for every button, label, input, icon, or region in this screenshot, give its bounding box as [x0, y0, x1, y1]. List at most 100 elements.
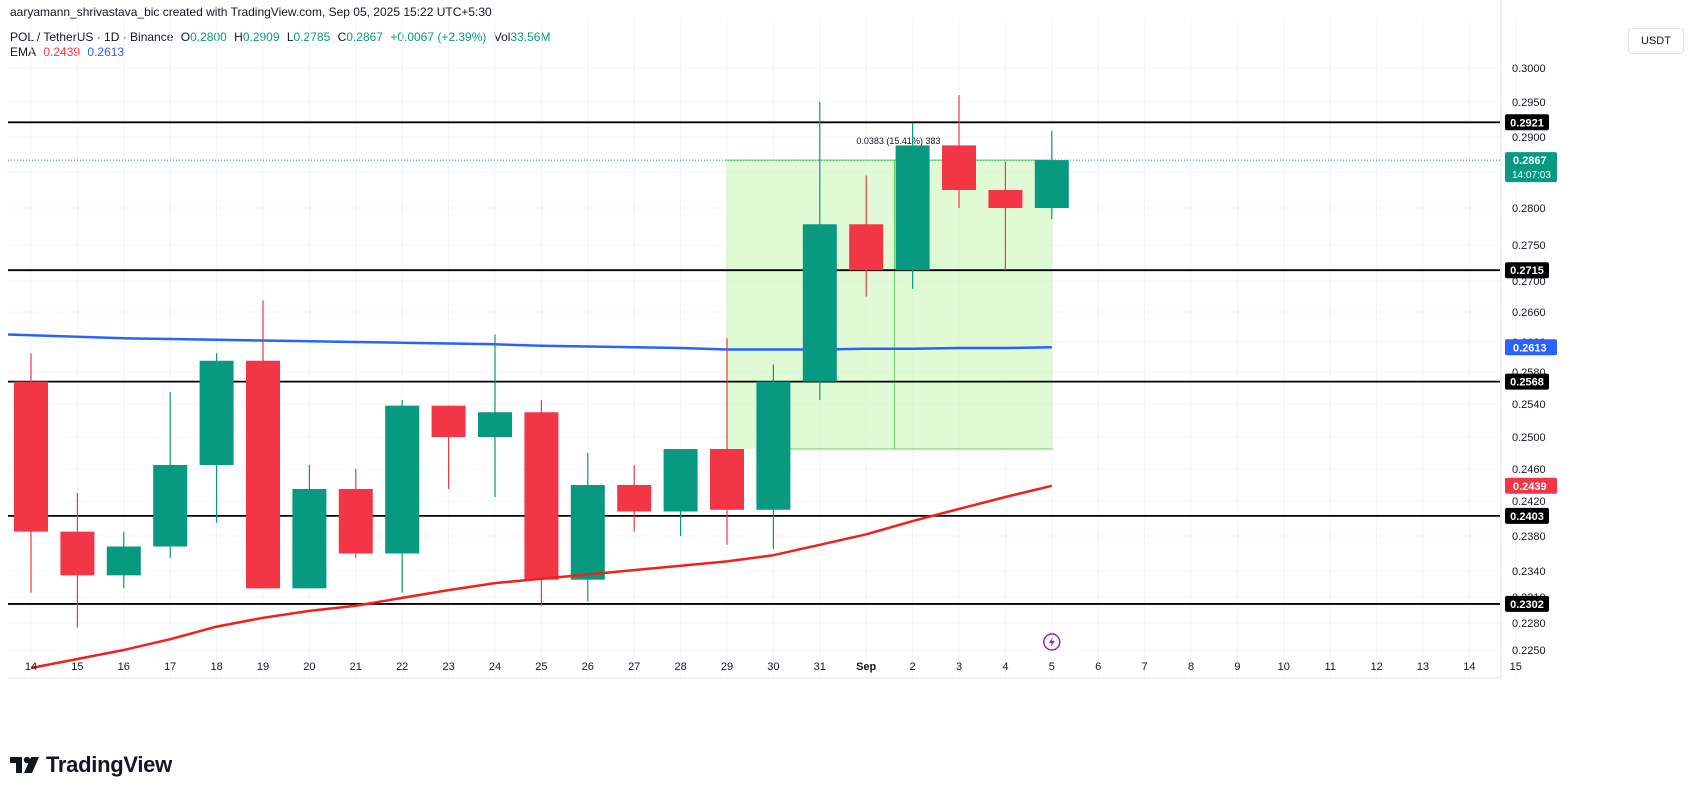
- x-tick-label: 13: [1417, 661, 1429, 673]
- candle-body[interactable]: [895, 145, 930, 271]
- candle-body[interactable]: [756, 381, 791, 510]
- level-tag-label: 0.2568: [1510, 377, 1544, 389]
- countdown-label: 14:07:03: [1512, 170, 1551, 181]
- open-label: O: [180, 30, 191, 44]
- level-tag-label: 0.2403: [1510, 511, 1544, 523]
- x-tick-label: 2: [910, 661, 916, 673]
- x-tick-label: 14: [25, 661, 37, 673]
- x-tick-label: 18: [210, 661, 222, 673]
- x-tick-label: 30: [767, 661, 779, 673]
- ema-slow-value: 0.2439: [43, 45, 81, 59]
- x-tick-label: 12: [1370, 661, 1382, 673]
- x-tick-label: 4: [1002, 661, 1008, 673]
- x-tick-label: 29: [721, 661, 733, 673]
- high-value: 0.2909: [242, 30, 280, 44]
- y-tick-label: 0.2340: [1512, 566, 1546, 578]
- x-tick-label: 17: [164, 661, 176, 673]
- candle-body[interactable]: [431, 405, 466, 437]
- candle-body[interactable]: [617, 485, 652, 512]
- candle-body[interactable]: [106, 546, 141, 576]
- x-tick-label: 27: [628, 661, 640, 673]
- x-tick-label: 10: [1278, 661, 1290, 673]
- price-tag: [1505, 152, 1557, 183]
- currency-button[interactable]: USDT: [1628, 28, 1684, 54]
- price-tag-label: 0.2439: [1513, 481, 1547, 493]
- ema-legend[interactable]: EMA 0.2439 0.2613: [10, 45, 124, 59]
- candle-body[interactable]: [988, 190, 1023, 208]
- y-tick-label: 0.2280: [1512, 618, 1546, 630]
- x-tick-label: 20: [303, 661, 315, 673]
- candle-body[interactable]: [478, 412, 512, 437]
- y-tick-label: 0.2900: [1512, 132, 1546, 144]
- candle-body[interactable]: [942, 145, 976, 190]
- x-tick-label: 15: [1510, 661, 1522, 673]
- ema-slow-line[interactable]: [30, 484, 1053, 670]
- x-tick-label: 14: [1463, 661, 1475, 673]
- candle-body[interactable]: [292, 489, 327, 589]
- chart-credit: aaryamann_shrivastava_bic created with T…: [10, 5, 492, 19]
- x-tick-label: 24: [489, 661, 501, 673]
- tradingview-logo-icon: [10, 756, 39, 773]
- candle-body[interactable]: [1034, 160, 1069, 208]
- candle-body[interactable]: [570, 485, 605, 580]
- candle-body[interactable]: [60, 531, 95, 576]
- y-tick-label: 0.2800: [1512, 203, 1546, 215]
- x-tick-label: 6: [1095, 661, 1101, 673]
- lightning-glyph: [1048, 637, 1055, 647]
- level-tag: [1505, 114, 1549, 131]
- x-tick-label: 15: [71, 661, 83, 673]
- candle-body[interactable]: [153, 465, 188, 547]
- level-tag-label: 0.2921: [1510, 117, 1544, 129]
- x-tick-label: 16: [118, 661, 130, 673]
- open-value: 0.2800: [190, 30, 227, 44]
- x-tick-label: 22: [396, 661, 408, 673]
- candle-body[interactable]: [802, 224, 837, 382]
- ema-fast-line[interactable]: [7, 333, 1052, 351]
- close-label: C: [337, 30, 347, 44]
- change-value: +0.0067 (+2.39%): [390, 30, 487, 44]
- y-tick-label: 0.3000: [1512, 63, 1546, 75]
- y-tick-label: 0.2540: [1512, 399, 1546, 411]
- y-tick-label: 0.2700: [1512, 276, 1546, 288]
- price-tag: [1505, 339, 1557, 356]
- high-label: H: [234, 30, 243, 44]
- vol-value: 33.56M: [510, 30, 551, 44]
- x-tick-label: 9: [1234, 661, 1240, 673]
- x-tick-label: 25: [535, 661, 547, 673]
- level-tag: [1505, 262, 1549, 279]
- x-tick-label: 8: [1188, 661, 1194, 673]
- price-tag: [1505, 477, 1557, 494]
- x-tick-label: 31: [814, 661, 826, 673]
- x-tick-label: 26: [582, 661, 594, 673]
- x-tick-label: 7: [1142, 661, 1148, 673]
- y-tick-label: 0.2380: [1512, 531, 1546, 543]
- price-tag-label: 0.2613: [1513, 342, 1547, 354]
- candle-body[interactable]: [385, 405, 420, 554]
- y-tick-label: 0.2950: [1512, 97, 1546, 109]
- y-tick-label: 0.2750: [1512, 240, 1546, 252]
- low-label: L: [286, 30, 294, 44]
- tradingview-logo[interactable]: TradingView: [10, 752, 172, 778]
- candle-body[interactable]: [710, 449, 744, 510]
- y-tick-label: 0.2460: [1512, 464, 1546, 476]
- x-tick-label: 28: [674, 661, 686, 673]
- ema-fast-value: 0.2613: [87, 45, 125, 59]
- candle-body[interactable]: [524, 412, 559, 580]
- candle-body[interactable]: [849, 224, 884, 271]
- candle-body[interactable]: [14, 381, 48, 532]
- x-tick-label: 11: [1324, 661, 1335, 673]
- symbol-label[interactable]: POL / TetherUS · 1D · Binance: [10, 30, 174, 44]
- level-tag: [1505, 507, 1549, 524]
- candle-body[interactable]: [246, 360, 280, 589]
- y-tick-label: 0.2500: [1512, 432, 1546, 444]
- candle-body[interactable]: [199, 360, 234, 465]
- level-tag-label: 0.2715: [1510, 265, 1544, 277]
- y-tick-label: 0.2660: [1512, 307, 1546, 319]
- candle-body[interactable]: [338, 489, 373, 554]
- level-tag-label: 0.2302: [1510, 599, 1544, 611]
- x-tick-label: 3: [956, 661, 962, 673]
- tradingview-logo-text: TradingView: [46, 752, 172, 777]
- x-tick-label: 5: [1049, 661, 1055, 673]
- candle-body[interactable]: [663, 449, 698, 512]
